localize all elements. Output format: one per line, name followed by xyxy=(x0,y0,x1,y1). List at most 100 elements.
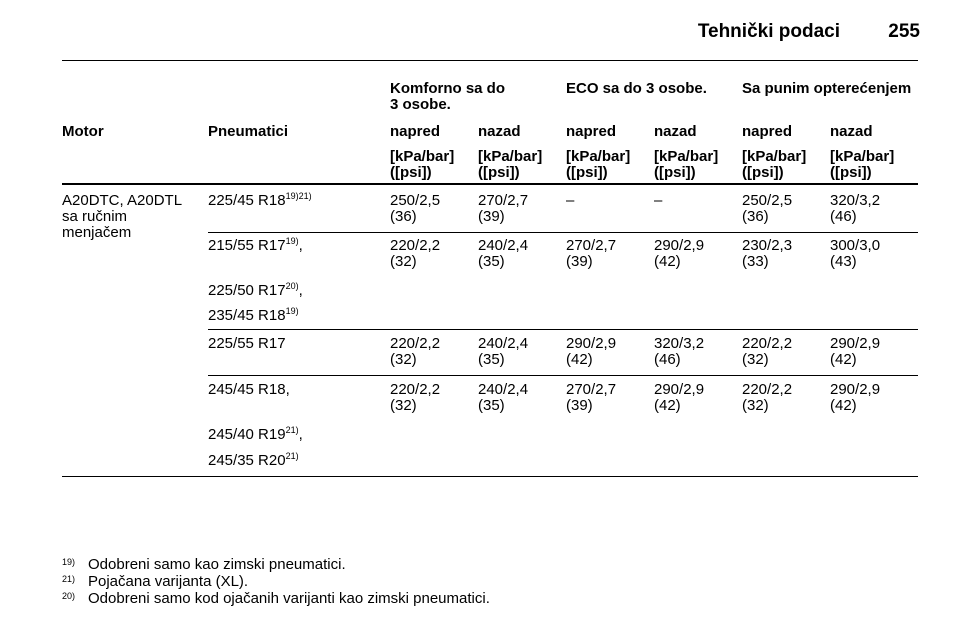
tire-size: 245/35 R2021) xyxy=(208,452,299,469)
footnote-text: Pojačana varijanta (XL). xyxy=(88,573,249,590)
pressure-value: 250/2,5 xyxy=(742,192,793,209)
separator: , xyxy=(298,237,303,254)
unit-header: [kPa/bar] xyxy=(390,148,455,165)
pressure-value: (39) xyxy=(478,208,505,225)
tire-size: 225/50 R1720), xyxy=(208,281,303,299)
column-header: Pneumatici xyxy=(208,123,289,140)
pressure-value: 320/3,2 xyxy=(654,335,705,352)
pressure-value: (35) xyxy=(478,397,505,414)
pressure-value: (32) xyxy=(742,351,769,368)
pressure-value: 270/2,7 xyxy=(566,381,617,398)
unit-header: ([psi]) xyxy=(566,164,608,181)
header-rule xyxy=(62,183,918,185)
pressure-value: 220/2,2 xyxy=(390,381,441,398)
pressure-value: (42) xyxy=(654,397,681,414)
pressure-value: 220/2,2 xyxy=(390,335,441,352)
footnote-ref: 20) xyxy=(285,281,299,291)
unit-header: ([psi]) xyxy=(390,164,432,181)
footnote-mark: 20) xyxy=(62,591,76,601)
unit-header: ([psi]) xyxy=(830,164,872,181)
group-header: Sa punim opterećenjem xyxy=(742,80,912,97)
pressure-value: (35) xyxy=(478,351,505,368)
column-header: nazad xyxy=(478,123,521,140)
page-number: 255 xyxy=(888,21,920,42)
pressure-value: 270/2,7 xyxy=(566,237,617,254)
pressure-value: (36) xyxy=(390,208,417,225)
pressure-value: 220/2,2 xyxy=(742,381,793,398)
group-header: 3 osobe. xyxy=(390,96,451,113)
separator: , xyxy=(298,282,303,299)
unit-header: [kPa/bar] xyxy=(830,148,895,165)
unit-header: ([psi]) xyxy=(654,164,696,181)
tire-size: 225/45 R1819)21) xyxy=(208,191,312,209)
column-header: napred xyxy=(742,123,793,140)
pressure-value: (36) xyxy=(742,208,769,225)
tire-size-text: 225/45 R18 xyxy=(208,192,286,209)
pressure-value: 220/2,2 xyxy=(742,335,793,352)
pressure-value: (32) xyxy=(390,253,417,270)
pressure-value: (39) xyxy=(566,253,593,270)
footnote-text: Odobreni samo kao zimski pneumatici. xyxy=(88,556,346,573)
row-rule xyxy=(208,375,918,376)
pressure-value: (42) xyxy=(566,351,593,368)
pressure-value: (39) xyxy=(566,397,593,414)
tire-size-text: 225/55 R17 xyxy=(208,335,286,352)
row-rule xyxy=(208,329,918,330)
pressure-value: 290/2,9 xyxy=(830,335,881,352)
unit-header: [kPa/bar] xyxy=(566,148,631,165)
pressure-value: (35) xyxy=(478,253,505,270)
footnote-text: Odobreni samo kod ojačanih varijanti kao… xyxy=(88,590,490,607)
pressure-value: 240/2,4 xyxy=(478,237,529,254)
pressure-value: 220/2,2 xyxy=(390,237,441,254)
pressure-value: 240/2,4 xyxy=(478,381,529,398)
pressure-value: 290/2,9 xyxy=(830,381,881,398)
motor: A20DTC, A20DTL xyxy=(62,192,183,209)
pressure-value: (32) xyxy=(742,397,769,414)
group-header: Komforno sa do xyxy=(390,80,505,97)
unit-header: ([psi]) xyxy=(478,164,520,181)
unit-header: ([psi]) xyxy=(742,164,784,181)
pressure-value: (43) xyxy=(830,253,857,270)
pressure-value: (46) xyxy=(830,208,857,225)
pressure-value: 320/3,2 xyxy=(830,192,881,209)
footnote-ref: 19) xyxy=(285,236,299,246)
group-header: ECO sa do 3 osobe. xyxy=(566,80,707,97)
column-header: nazad xyxy=(830,123,873,140)
pressure-value: (42) xyxy=(830,397,857,414)
pressure-value: 270/2,7 xyxy=(478,192,529,209)
tire-size: 245/40 R1921), xyxy=(208,426,303,443)
tire-size-text: 225/50 R17 xyxy=(208,282,286,299)
column-header: napred xyxy=(390,123,441,140)
pressure-value: 290/2,9 xyxy=(654,237,705,254)
row-rule xyxy=(208,232,918,233)
motor: menjačem xyxy=(62,224,132,241)
pressure-value: – xyxy=(566,192,575,209)
footnote-ref: 19)21) xyxy=(285,191,312,201)
motor: sa ručnim xyxy=(62,208,128,225)
unit-header: [kPa/bar] xyxy=(654,148,719,165)
tire-size-text: 245/45 R18, xyxy=(208,381,290,398)
tire-size-text: 245/40 R19 xyxy=(208,426,286,443)
footnote-mark: 19) xyxy=(62,557,76,567)
footnote-ref: 19) xyxy=(285,306,299,316)
tire-size: 245/45 R18, xyxy=(208,382,290,398)
column-header: Motor xyxy=(62,123,104,140)
separator: , xyxy=(298,426,303,443)
pressure-value: 240/2,4 xyxy=(478,335,529,352)
pressure-value: (32) xyxy=(390,397,417,414)
tire-size-text: 245/35 R20 xyxy=(208,452,286,469)
pressure-value: (42) xyxy=(654,253,681,270)
pressure-value: 290/2,9 xyxy=(566,335,617,352)
tire-size-text: 215/55 R17 xyxy=(208,237,286,254)
pressure-value: 250/2,5 xyxy=(390,192,441,209)
pressure-value: 290/2,9 xyxy=(654,381,705,398)
tire-size: 235/45 R1819) xyxy=(208,306,299,324)
pressure-value: (32) xyxy=(390,351,417,368)
tire-size: 225/55 R17 xyxy=(208,336,286,352)
unit-header: [kPa/bar] xyxy=(742,148,807,165)
unit-header: [kPa/bar] xyxy=(478,148,543,165)
pressure-value: (42) xyxy=(830,351,857,368)
pressure-value: (46) xyxy=(654,351,681,368)
pressure-value: – xyxy=(654,192,663,209)
